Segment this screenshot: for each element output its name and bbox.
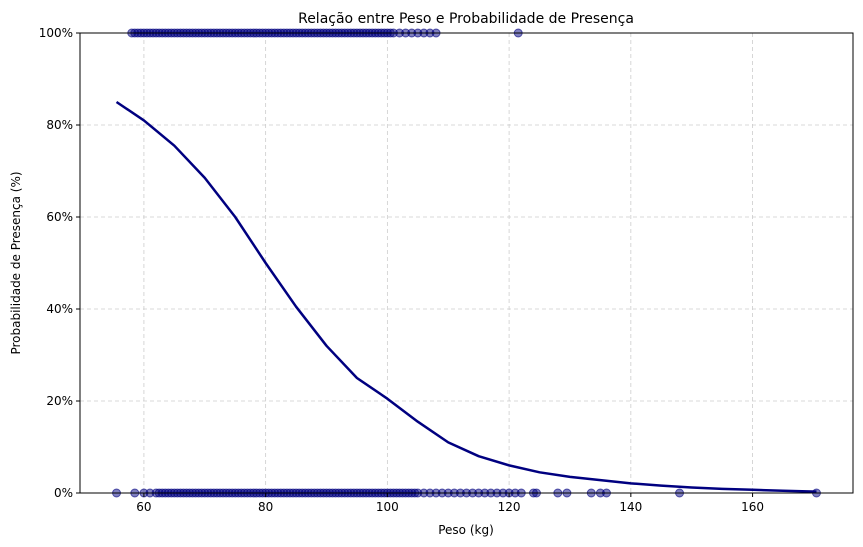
x-axis-ticks: 60 80 100 120 140 160 [136,493,764,514]
y-tick-label: 80% [46,118,73,132]
y-axis-ticks: 0% 20% 40% 60% 80% 100% [39,26,80,500]
x-tick-label: 100 [376,500,399,514]
y-tick-label: 100% [39,26,73,40]
probability-curve [115,100,817,493]
y-tick-label: 0% [54,486,73,500]
x-tick-label: 80 [258,500,273,514]
y-axis-label: Probabilidade de Presença (%) [9,171,23,354]
x-axis-label: Peso (kg) [438,523,494,537]
chart-title: Relação entre Peso e Probabilidade de Pr… [298,11,634,27]
x-tick-label: 160 [741,500,764,514]
x-tick-label: 120 [498,500,521,514]
y-tick-label: 60% [46,210,73,224]
x-tick-label: 140 [619,500,642,514]
y-tick-label: 20% [46,394,73,408]
y-tick-label: 40% [46,302,73,316]
x-tick-label: 60 [136,500,151,514]
plot-frame [79,32,854,494]
fitted-curve [115,100,817,493]
